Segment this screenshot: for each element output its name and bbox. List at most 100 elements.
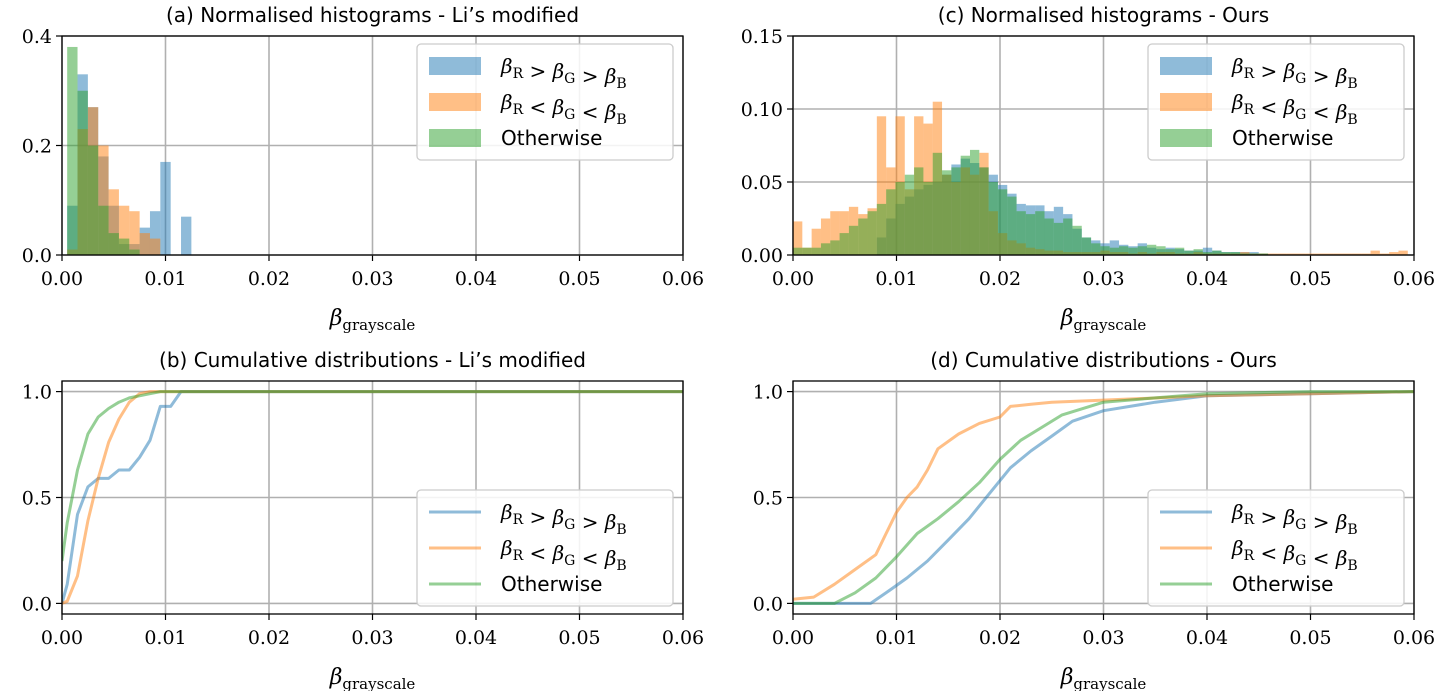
histogram-bar	[1174, 247, 1185, 255]
x-tick-label: 0.00	[41, 627, 83, 649]
histogram-bar	[858, 218, 868, 255]
panel-title: (c) Normalised histograms - Ours	[938, 3, 1269, 27]
histogram-bar	[1296, 253, 1306, 255]
histogram-bar	[960, 155, 970, 255]
histogram-bar	[129, 211, 140, 255]
histogram-bar	[932, 152, 943, 255]
legend-swatch	[1160, 57, 1212, 75]
histogram-bar	[904, 174, 915, 255]
histogram-bar	[149, 211, 161, 255]
panel-d: 0.00 0.01 0.02 0.03 0.04 0.05 0.06 0.0 0.5 1.0 (d)…	[753, 348, 1435, 691]
panel-title: (b) Cumulative distributions - Li’s modi…	[159, 348, 586, 372]
legend-label: βR < βG < βB	[1231, 90, 1358, 128]
x-axis-label: βgrayscale	[1060, 665, 1147, 691]
plot-area	[793, 101, 1408, 255]
histogram-bar	[1221, 252, 1231, 255]
legend-swatch	[429, 129, 481, 147]
y-tick-label: 0.05	[741, 172, 783, 194]
x-axis-label: βgrayscale	[329, 665, 416, 691]
x-tick-label: 0.05	[1289, 627, 1331, 649]
histogram-bar	[108, 233, 119, 255]
legend-swatch	[1160, 129, 1212, 147]
histogram-bar	[979, 167, 989, 255]
y-tick-label: 0.5	[753, 488, 783, 510]
histogram-bar	[1137, 246, 1147, 255]
histogram-bar	[1351, 253, 1362, 255]
histogram-bar	[1165, 249, 1175, 255]
x-tick-label: 0.00	[772, 627, 814, 649]
histogram-bar	[830, 240, 840, 255]
histogram-bar	[1202, 247, 1213, 255]
histogram-bar	[1119, 246, 1129, 255]
histogram-bar	[139, 233, 150, 255]
y-tick-label: 0.00	[741, 245, 783, 267]
legend-label: Otherwise	[1232, 126, 1333, 150]
legend-label: βR > βG > βB	[500, 54, 627, 92]
histogram-bar	[969, 149, 980, 255]
y-tick-label: 0.4	[22, 26, 52, 48]
cdf-line	[62, 390, 683, 605]
x-tick-label: 0.02	[979, 627, 1021, 649]
panel-title: (a) Normalised histograms - Li’s modifie…	[166, 3, 579, 27]
histogram-bar	[1072, 225, 1082, 255]
plot-area	[793, 390, 1414, 605]
legend-box	[416, 489, 674, 607]
histogram-bar	[793, 221, 803, 255]
histogram-bar	[98, 205, 109, 255]
histogram-bar	[951, 167, 961, 255]
histogram-bar	[848, 225, 859, 255]
legend-box	[1147, 489, 1405, 607]
histogram-bar	[1100, 246, 1110, 255]
legend-swatch	[1160, 93, 1212, 111]
y-tick-label: 0.15	[741, 26, 783, 48]
histogram-bar	[1286, 253, 1297, 255]
histogram-bar	[1146, 244, 1157, 255]
panel-a: 0.00 0.01 0.02 0.03 0.04 0.05 0.06 0.0 0.2 0.4 (a)…	[22, 3, 704, 334]
plot-area	[62, 390, 683, 605]
histogram-bar	[1333, 253, 1343, 255]
x-tick-label: 0.04	[1186, 268, 1228, 290]
histogram-bar	[1091, 243, 1101, 255]
histogram-bar	[1389, 252, 1399, 255]
histogram-bar	[1156, 246, 1166, 255]
histogram-bar	[1044, 218, 1054, 255]
histogram-bar	[811, 247, 821, 255]
histogram-bar	[160, 161, 171, 255]
histogram-bar	[1249, 253, 1259, 255]
legend-swatch	[429, 57, 481, 75]
histogram-bar	[1053, 222, 1064, 255]
histogram-bar	[1305, 253, 1315, 255]
histogram-bar	[793, 247, 803, 255]
y-tick-label: 1.0	[753, 382, 783, 404]
axes-frame	[61, 380, 684, 615]
x-tick-label: 0.06	[1393, 268, 1435, 290]
y-tick-label: 0.0	[22, 593, 52, 615]
histogram-bar	[811, 228, 821, 255]
histogram-bar	[942, 170, 952, 255]
histogram-bar	[1016, 211, 1026, 255]
histogram-bar	[1128, 247, 1138, 255]
histogram-bar	[876, 203, 887, 255]
histogram-bar	[1109, 247, 1120, 255]
histogram-bar	[1007, 196, 1017, 255]
x-tick-label: 0.01	[875, 268, 917, 290]
histogram-bar	[802, 247, 812, 255]
panel-b: 0.00 0.01 0.02 0.03 0.04 0.05 0.06 0.0 0.5 1.0 (b)…	[22, 348, 704, 691]
legend-swatch	[429, 93, 481, 111]
axes-frame	[792, 380, 1415, 615]
legend-label: βR < βG < βB	[500, 90, 627, 128]
legend-label: βR > βG > βB	[500, 500, 627, 538]
histogram-bar	[1212, 250, 1222, 255]
histogram-bar	[1184, 250, 1194, 255]
histogram-bar	[1193, 249, 1203, 255]
x-tick-label: 0.05	[558, 627, 600, 649]
histogram-bar	[77, 90, 88, 255]
x-tick-label: 0.00	[41, 268, 83, 290]
histogram-bar	[1268, 253, 1278, 255]
histogram-bar	[1230, 252, 1241, 255]
histogram-bar	[1035, 211, 1045, 255]
